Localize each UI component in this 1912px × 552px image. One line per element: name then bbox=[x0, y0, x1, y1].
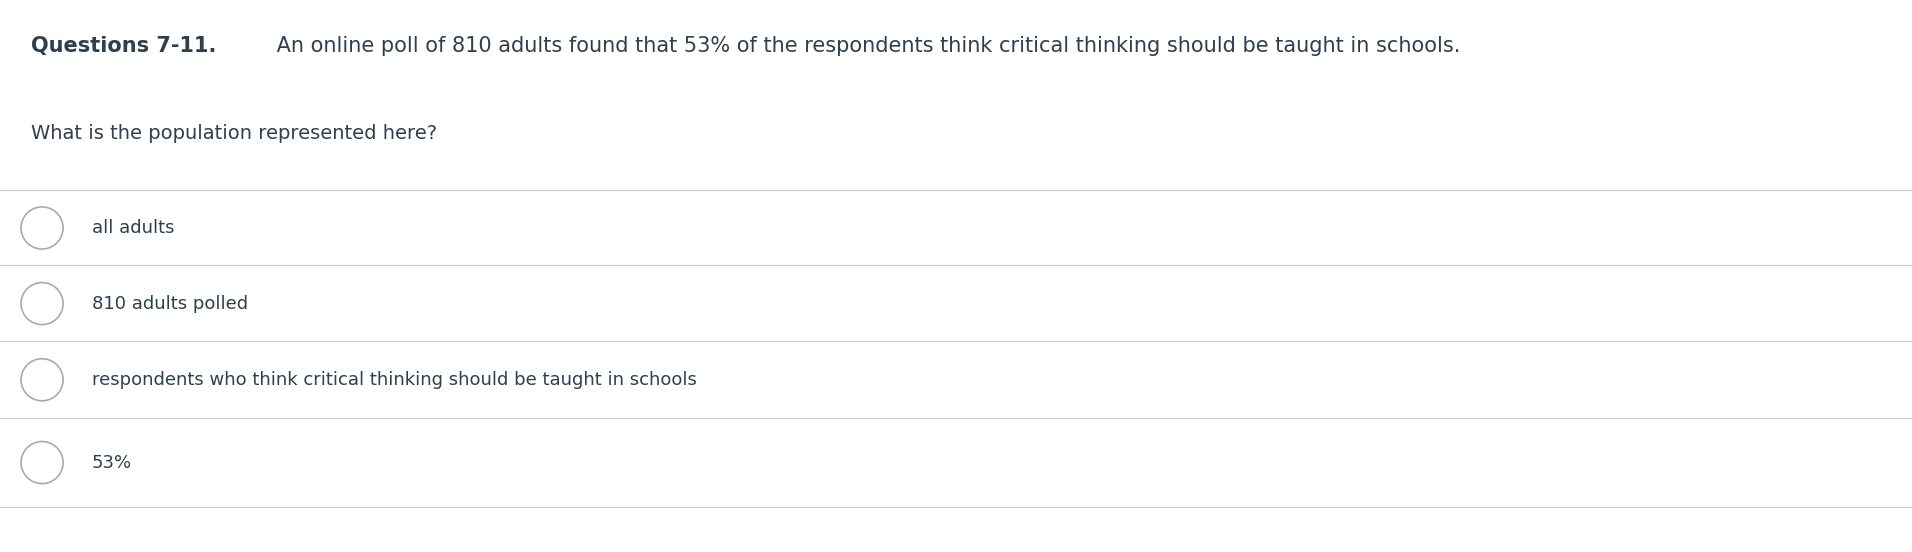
Text: 53%: 53% bbox=[92, 454, 132, 471]
Ellipse shape bbox=[21, 359, 63, 401]
Ellipse shape bbox=[21, 207, 63, 249]
Text: 810 adults polled: 810 adults polled bbox=[92, 295, 249, 312]
Text: What is the population represented here?: What is the population represented here? bbox=[31, 124, 436, 143]
Text: all adults: all adults bbox=[92, 219, 174, 237]
Text: Questions 7-11.: Questions 7-11. bbox=[31, 36, 216, 56]
Text: An online poll of 810 adults found that 53% of the respondents think critical th: An online poll of 810 adults found that … bbox=[270, 36, 1461, 56]
Text: respondents who think critical thinking should be taught in schools: respondents who think critical thinking … bbox=[92, 371, 696, 389]
Ellipse shape bbox=[21, 283, 63, 325]
Ellipse shape bbox=[21, 442, 63, 484]
